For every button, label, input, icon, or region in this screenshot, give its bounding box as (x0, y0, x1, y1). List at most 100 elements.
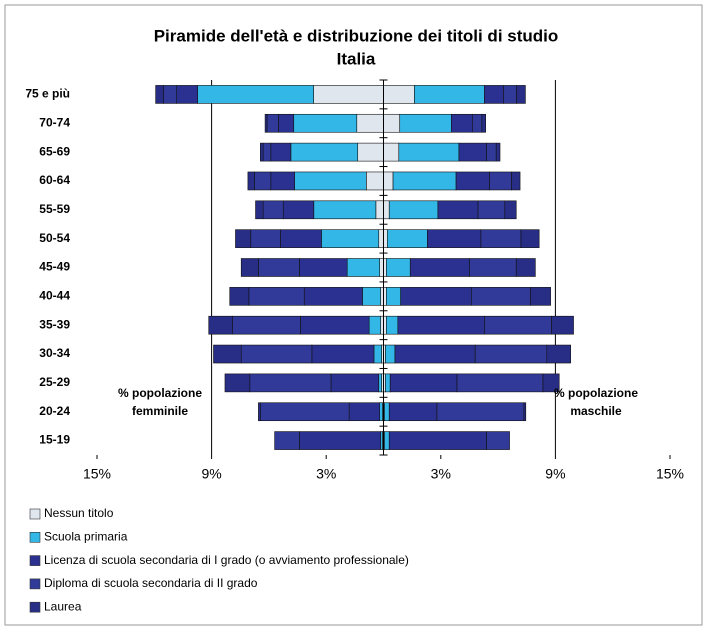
bar-segment (409, 258, 470, 277)
bar-segment (176, 85, 198, 104)
bar-segment (260, 142, 264, 162)
bar-segment (486, 142, 497, 162)
bar-segment (357, 142, 384, 162)
legend-swatch (29, 508, 41, 520)
bar-segment (278, 113, 295, 133)
bar-segment (386, 315, 399, 335)
bar-segment (504, 200, 517, 220)
legend-label: Nessun titolo (44, 506, 114, 520)
bar-segment (247, 171, 255, 191)
bar-segment (486, 431, 510, 450)
bar-segment (379, 258, 384, 277)
bar-segment (197, 85, 314, 104)
bar-segment (384, 431, 390, 450)
bar-segment (474, 344, 548, 364)
legend-swatch (29, 578, 41, 590)
bar-segment (258, 258, 300, 277)
bar-segment (378, 373, 382, 393)
category-label: 70-74 (39, 115, 70, 129)
annotation: % popolazione maschile (554, 386, 638, 418)
chart-title: Piramide dell'età e distribuzione dei ti… (154, 26, 559, 45)
bar-segment (386, 287, 401, 306)
annotation: % popolazione femminile (118, 386, 202, 418)
bar-segment (383, 113, 401, 133)
bar-segment (290, 142, 359, 162)
bar-segment (378, 229, 384, 248)
bar-segment (516, 85, 526, 104)
bar-segment (383, 171, 394, 191)
bar-segment (489, 171, 512, 191)
bar-segment (414, 85, 485, 104)
bar-segment (397, 315, 486, 335)
bar-segment (542, 373, 560, 393)
category-label: 25-29 (39, 375, 70, 389)
legend-label: Scuola primaria (44, 529, 128, 543)
bar-segment (270, 171, 295, 191)
bar-segment (480, 229, 522, 248)
bar-segment (383, 200, 390, 220)
bar-segment (248, 287, 305, 306)
x-tick-label: 15% (83, 466, 111, 482)
category-label: 35-39 (39, 317, 70, 331)
bar-segment (270, 142, 292, 162)
bar-segment (311, 344, 375, 364)
category-label: 20-24 (39, 404, 70, 418)
x-tick-label: 9% (201, 466, 221, 482)
bar-segment (451, 113, 473, 133)
bar-segment (255, 200, 264, 220)
bar-segment (213, 344, 242, 364)
bar-segment (299, 431, 381, 450)
bar-segment (388, 200, 439, 220)
bar-segment (394, 344, 476, 364)
bar-segment (294, 171, 367, 191)
bar-segment (530, 287, 551, 306)
bar-segment (254, 171, 272, 191)
bar-segment (235, 229, 252, 248)
bar-segment (551, 315, 574, 335)
bar-segment (313, 85, 384, 104)
category-label: 55-59 (39, 202, 70, 216)
bar-segment (303, 287, 363, 306)
bar-segment (313, 200, 377, 220)
bar-segment (511, 171, 521, 191)
bar-segment (503, 85, 517, 104)
x-tick-label: 9% (545, 466, 565, 482)
bar-segment (477, 200, 506, 220)
legend-label: Diploma di scuola secondaria di II grado (44, 576, 258, 590)
bar-segment (375, 200, 384, 220)
bar-segment (427, 229, 482, 248)
bar-segment (262, 200, 284, 220)
x-tick-label: 15% (656, 466, 684, 482)
bar-segment (484, 85, 504, 104)
bar-segment (232, 315, 301, 335)
bar-segment (330, 373, 380, 393)
bar-segment (250, 229, 281, 248)
bar-segment (388, 402, 438, 422)
bar-segment (520, 229, 540, 248)
bar-segment (293, 113, 358, 133)
chart-subtitle: Italia (337, 49, 376, 68)
bar-segment (437, 200, 479, 220)
bar-segment (266, 113, 279, 133)
bar-segment (546, 344, 571, 364)
bar-segment (356, 113, 384, 133)
bar-segment (389, 373, 458, 393)
legend-swatch (29, 601, 41, 613)
bar-segment (386, 258, 411, 277)
bar-segment (383, 142, 400, 162)
category-label: 50-54 (39, 231, 70, 245)
bar-segment (385, 373, 391, 393)
bar-segment (155, 85, 164, 104)
bar-segment (258, 402, 261, 422)
bar-segment (472, 113, 483, 133)
bar-segment (240, 258, 259, 277)
bar-segment (366, 171, 384, 191)
x-tick-label: 3% (316, 466, 336, 482)
category-label: 75 e più (25, 87, 70, 101)
bar-segment (373, 344, 382, 364)
bar-segment (392, 171, 457, 191)
legend-label: Laurea (44, 599, 82, 613)
bar-segment (229, 287, 250, 306)
bar-segment (368, 315, 381, 335)
bar-segment (208, 315, 233, 335)
